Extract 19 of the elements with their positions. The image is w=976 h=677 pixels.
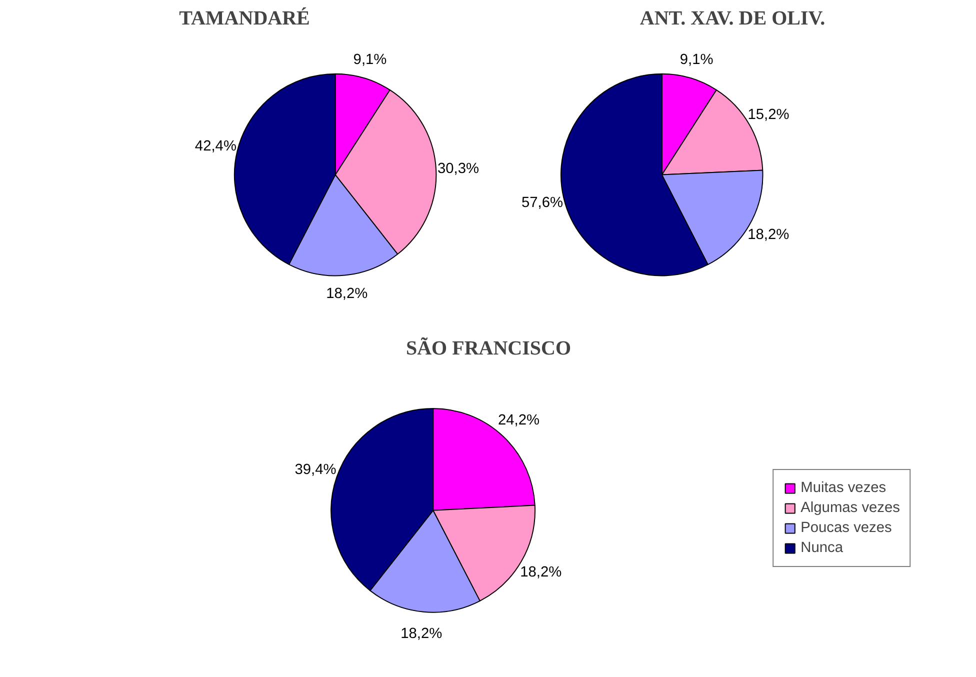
legend-label: Poucas vezes bbox=[800, 520, 892, 536]
data-label: 57,6% bbox=[521, 194, 564, 211]
data-label: 18,2% bbox=[520, 564, 562, 580]
data-label: 18,2% bbox=[400, 626, 442, 642]
data-label: 18,2% bbox=[326, 286, 368, 302]
data-label: 42,4% bbox=[194, 138, 236, 155]
data-label: 15,2% bbox=[748, 107, 790, 124]
legend-label: Algumas vezes bbox=[800, 500, 900, 516]
chart-title: SÃO FRANCISCO bbox=[406, 336, 572, 360]
data-label: 39,4% bbox=[294, 462, 336, 478]
data-label: 9,1% bbox=[680, 52, 714, 68]
data-label: 18,2% bbox=[748, 226, 790, 243]
chart-title: TAMANDARÉ bbox=[179, 6, 310, 30]
data-label: 9,1% bbox=[353, 52, 387, 68]
legend-label: Muitas vezes bbox=[800, 480, 886, 496]
data-label: 24,2% bbox=[498, 412, 540, 428]
chart-title: ANT. XAV. DE OLIV. bbox=[640, 8, 826, 30]
legend-label: Nunca bbox=[800, 540, 843, 556]
data-label: 30,3% bbox=[437, 161, 480, 178]
